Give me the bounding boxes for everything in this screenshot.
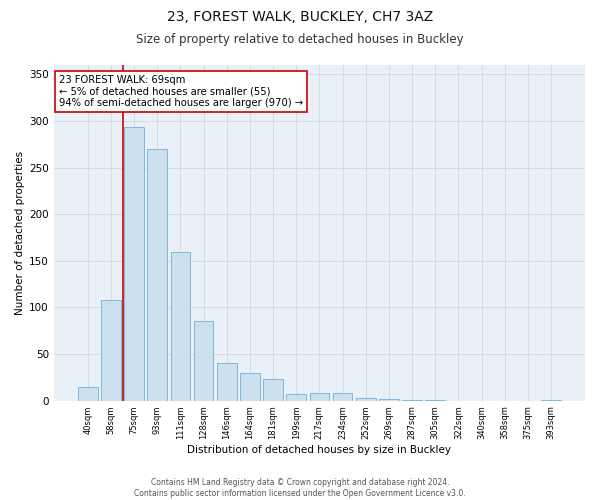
Bar: [148, 149, 167, 401]
Bar: [101, 300, 121, 400]
Bar: [78, 386, 98, 400]
Bar: [310, 393, 329, 400]
Y-axis label: Number of detached properties: Number of detached properties: [15, 151, 25, 315]
Bar: [217, 364, 236, 401]
Text: Contains HM Land Registry data © Crown copyright and database right 2024.
Contai: Contains HM Land Registry data © Crown c…: [134, 478, 466, 498]
X-axis label: Distribution of detached houses by size in Buckley: Distribution of detached houses by size …: [187, 445, 451, 455]
Bar: [170, 252, 190, 400]
Text: 23 FOREST WALK: 69sqm
← 5% of detached houses are smaller (55)
94% of semi-detac: 23 FOREST WALK: 69sqm ← 5% of detached h…: [59, 75, 303, 108]
Text: 23, FOREST WALK, BUCKLEY, CH7 3AZ: 23, FOREST WALK, BUCKLEY, CH7 3AZ: [167, 10, 433, 24]
Bar: [263, 380, 283, 400]
Bar: [379, 399, 399, 400]
Bar: [124, 128, 144, 400]
Bar: [194, 322, 214, 400]
Bar: [333, 393, 352, 400]
Bar: [240, 372, 260, 400]
Text: Size of property relative to detached houses in Buckley: Size of property relative to detached ho…: [136, 32, 464, 46]
Bar: [356, 398, 376, 400]
Bar: [286, 394, 306, 400]
